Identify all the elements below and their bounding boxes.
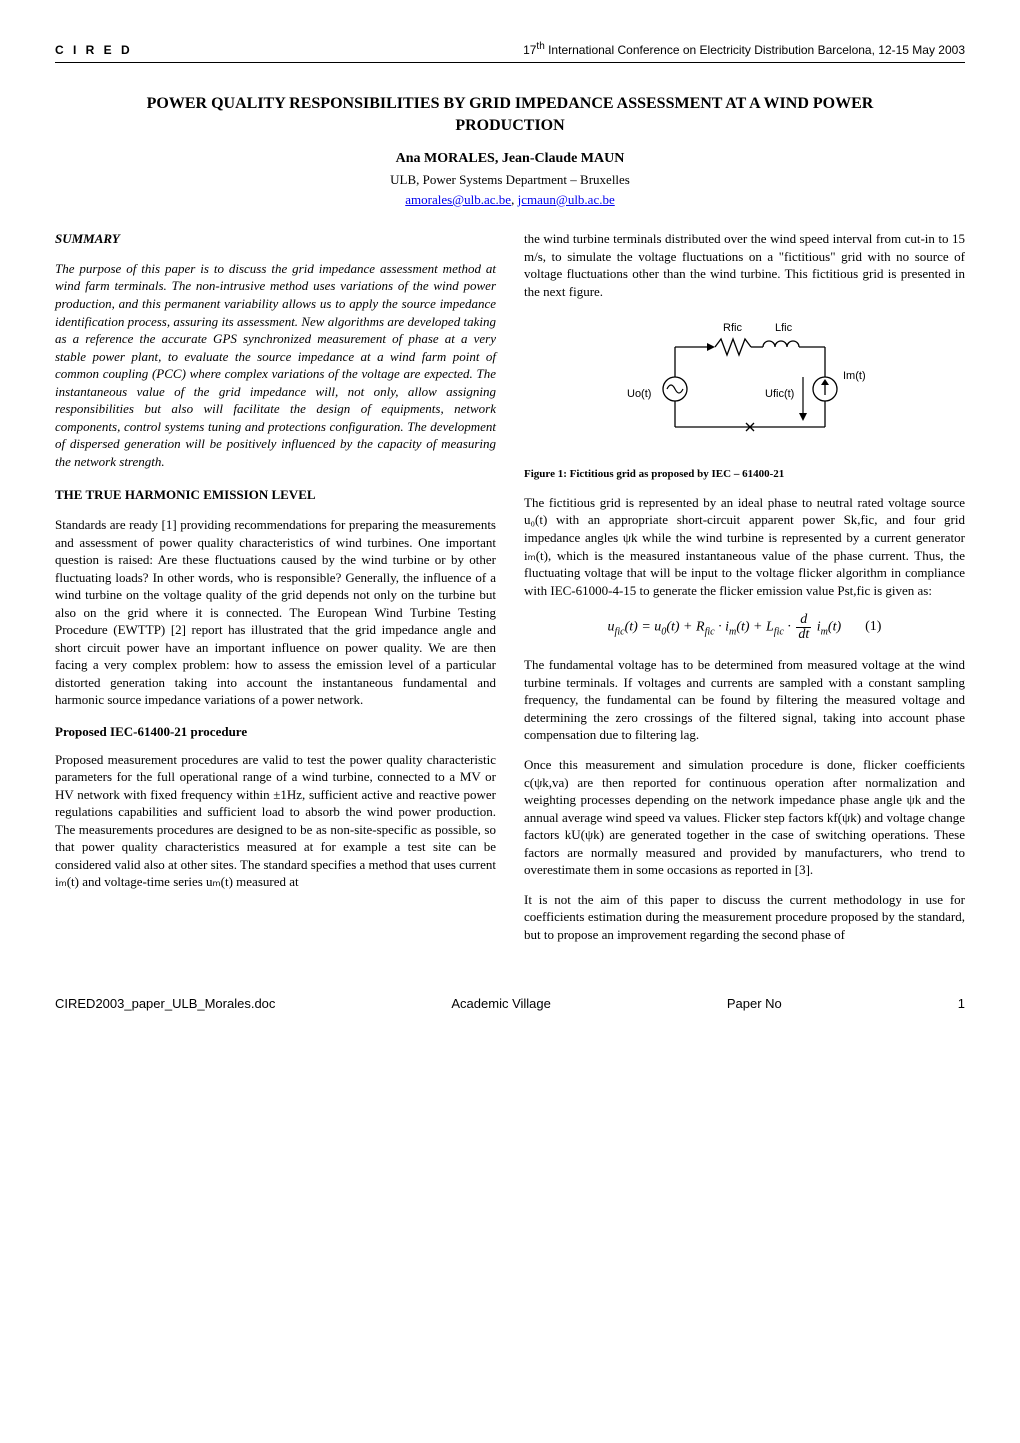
summary-heading: SUMMARY — [55, 230, 496, 248]
proposed-paragraph: Proposed measurement procedures are vali… — [55, 751, 496, 891]
label-lfic: Lfic — [775, 322, 793, 334]
aim-paragraph: It is not the aim of this paper to discu… — [524, 891, 965, 944]
fictitious-paragraph: The fictitious grid is represented by an… — [524, 494, 965, 599]
label-rfic: Rfic — [723, 322, 742, 334]
email-link-b[interactable]: jcmaun@ulb.ac.be — [518, 192, 615, 207]
equation-body: ufic(t) = u0(t) + Rfic · im(t) + Lfic · … — [608, 613, 842, 642]
header-right: 17th International Conference on Electri… — [523, 40, 965, 58]
authors: Ana MORALES, Jean-Claude MAUN — [55, 150, 965, 169]
fraction: ddt — [796, 613, 811, 642]
affiliation: ULB, Power Systems Department – Bruxelle… — [55, 171, 965, 189]
header-left: C I R E D — [55, 42, 133, 58]
figure-1-caption: Figure 1: Fictitious grid as proposed by… — [524, 467, 965, 482]
summary-text: The purpose of this paper is to discuss … — [55, 260, 496, 471]
page-footer: CIRED2003_paper_ULB_Morales.doc Academic… — [55, 995, 965, 1013]
label-uo: Uo(t) — [627, 388, 651, 400]
footer-filename: CIRED2003_paper_ULB_Morales.doc — [55, 995, 275, 1013]
iec-procedure-subheading: Proposed IEC-61400-21 procedure — [55, 723, 496, 741]
emails: amorales@ulb.ac.be, jcmaun@ulb.ac.be — [55, 191, 965, 209]
label-im: Im(t) — [843, 370, 866, 382]
body-columns: SUMMARY The purpose of this paper is to … — [55, 230, 965, 955]
running-header: C I R E D 17th International Conference … — [55, 40, 965, 58]
email-link-a[interactable]: amorales@ulb.ac.be — [405, 192, 511, 207]
title-block: POWER QUALITY RESPONSIBILITIES BY GRID I… — [55, 93, 965, 208]
header-right-sup: th — [536, 41, 544, 52]
true-harmonic-heading: THE TRUE HARMONIC EMISSION LEVEL — [55, 486, 496, 504]
figure-1: Rfic Lfic Uo(t) Ufic(t) Im(t) — [524, 319, 965, 454]
header-right-rest: International Conference on Electricity … — [545, 43, 965, 57]
right-column: the wind turbine terminals distributed o… — [524, 230, 965, 955]
right-top-paragraph: the wind turbine terminals distributed o… — [524, 230, 965, 300]
fundamental-paragraph: The fundamental voltage has to be determ… — [524, 656, 965, 744]
once-paragraph: Once this measurement and simulation pro… — [524, 756, 965, 879]
footer-page-number: 1 — [958, 995, 965, 1013]
equation-number: (1) — [865, 618, 881, 637]
left-column: SUMMARY The purpose of this paper is to … — [55, 230, 496, 955]
paper-title: POWER QUALITY RESPONSIBILITIES BY GRID I… — [55, 93, 965, 136]
standards-paragraph: Standards are ready [1] providing recomm… — [55, 516, 496, 709]
footer-paper-no: Paper No — [727, 995, 782, 1013]
label-ufic: Ufic(t) — [765, 388, 794, 400]
header-right-prefix: 17 — [523, 43, 536, 57]
fictitious-grid-diagram: Rfic Lfic Uo(t) Ufic(t) Im(t) — [615, 319, 875, 449]
equation-1: ufic(t) = u0(t) + Rfic · im(t) + Lfic · … — [524, 613, 965, 642]
header-rule — [55, 62, 965, 63]
footer-center: Academic Village — [451, 995, 550, 1013]
